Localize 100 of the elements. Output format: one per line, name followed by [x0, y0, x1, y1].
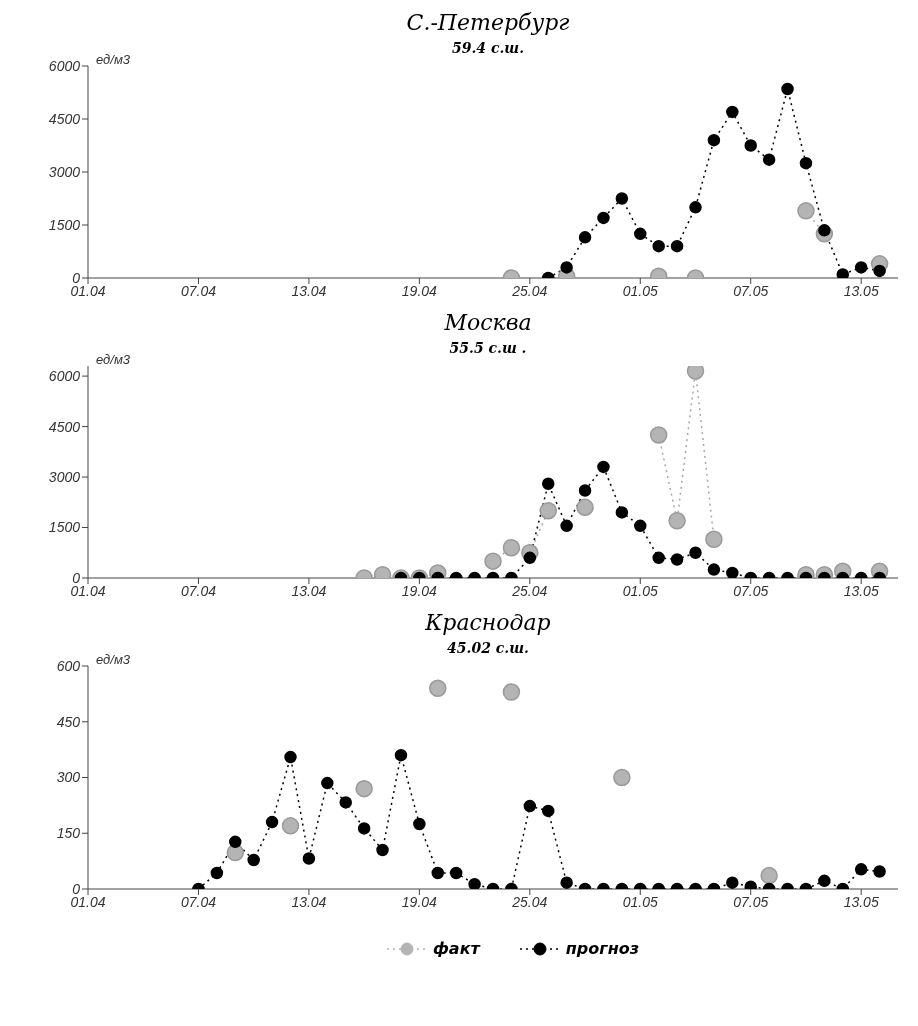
x-tick-label: 13.05: [843, 893, 879, 910]
chart-title: С.-Петербург: [405, 10, 571, 35]
y-tick-label: 1500: [48, 519, 81, 536]
x-tick-label: 19.04: [401, 893, 438, 910]
y-tick-label: 4500: [48, 418, 81, 435]
point: [854, 863, 868, 876]
x-tick-label: 19.04: [401, 282, 438, 299]
x-tick-label: 07.05: [733, 282, 769, 299]
point: [357, 822, 371, 835]
point: [247, 853, 260, 867]
point: [302, 852, 316, 865]
point: [449, 866, 463, 880]
point: [799, 156, 813, 170]
x-tick-label: 13.04: [291, 893, 327, 910]
x-tick-label: 19.04: [401, 582, 438, 599]
point: [744, 139, 757, 152]
x-tick-label: 07.05: [733, 893, 769, 910]
point: [652, 239, 665, 253]
y-tick-label: 150: [56, 825, 81, 842]
point: [576, 498, 594, 517]
point: [210, 866, 224, 880]
chart-subtitle: 55.5 с.ш .: [449, 340, 527, 356]
point: [668, 512, 686, 530]
point: [670, 239, 684, 253]
point: [615, 506, 629, 519]
point: [376, 843, 389, 857]
point: [339, 796, 352, 809]
y-axis-title: ед/м3: [96, 352, 131, 367]
x-tick-label: 13.04: [291, 282, 327, 299]
point: [760, 866, 778, 885]
point: [229, 835, 242, 849]
point: [523, 799, 537, 813]
point: [541, 477, 555, 491]
y-tick-label: 3000: [48, 469, 81, 486]
chart-title: Краснодар: [424, 610, 552, 635]
point: [281, 817, 300, 835]
point: [634, 227, 647, 241]
point: [873, 865, 886, 878]
y-tick-label: 6000: [48, 368, 81, 385]
point: [560, 261, 573, 274]
point: [762, 153, 776, 166]
x-tick-label: 07.04: [180, 282, 217, 299]
point: [431, 866, 445, 880]
y-axis-title: ед/м3: [96, 52, 131, 67]
x-tick-label: 01.05: [622, 893, 658, 910]
point: [413, 817, 426, 831]
point: [873, 264, 886, 278]
chart-title: Москва: [443, 310, 533, 335]
x-tick-label: 07.04: [180, 582, 217, 599]
point: [578, 231, 592, 244]
point: [615, 192, 629, 205]
point: [355, 779, 373, 798]
point: [597, 460, 610, 474]
x-tick-label: 01.05: [622, 582, 658, 599]
point: [560, 876, 573, 889]
y-tick-label: 600: [56, 657, 81, 674]
point: [539, 501, 557, 520]
y-axis-title: ед/м3: [96, 652, 131, 667]
point: [560, 519, 573, 533]
point: [265, 815, 279, 829]
y-tick-label: 4500: [48, 110, 81, 127]
x-tick-label: 07.04: [180, 893, 217, 910]
y-tick-label: 6000: [48, 57, 81, 74]
point: [818, 874, 831, 888]
y-tick-label: 300: [56, 769, 81, 786]
y-tick-label: 3000: [48, 163, 81, 180]
point: [707, 133, 721, 147]
x-tick-label: 07.05: [733, 582, 769, 599]
point: [726, 105, 739, 119]
x-tick-label: 25.04: [511, 282, 548, 299]
point: [468, 877, 481, 889]
legend-label: прогноз: [565, 939, 639, 958]
point: [502, 683, 521, 701]
x-tick-label: 13.04: [291, 582, 327, 599]
point: [284, 750, 297, 764]
x-tick-label: 25.04: [511, 893, 548, 910]
legend-label: факт: [432, 939, 480, 958]
point: [578, 484, 592, 497]
point: [797, 202, 815, 220]
point: [836, 268, 850, 278]
point: [597, 211, 610, 225]
x-tick-label: 13.05: [843, 582, 879, 599]
point: [394, 748, 408, 762]
chart-subtitle: 45.02 с.ш.: [447, 640, 529, 656]
point: [321, 776, 334, 790]
chart-subtitle: 59.4 с.ш.: [451, 40, 525, 56]
x-tick-label: 13.05: [843, 282, 879, 299]
point: [689, 201, 702, 214]
point: [854, 261, 868, 274]
point: [613, 768, 631, 787]
x-tick-label: 01.05: [622, 282, 658, 299]
point: [726, 876, 739, 889]
point: [541, 804, 555, 818]
point: [502, 538, 521, 557]
y-tick-label: 450: [56, 713, 81, 730]
x-tick-label: 25.04: [511, 582, 548, 599]
point: [781, 82, 794, 96]
point: [705, 530, 723, 549]
point: [634, 519, 647, 533]
point: [429, 679, 447, 698]
